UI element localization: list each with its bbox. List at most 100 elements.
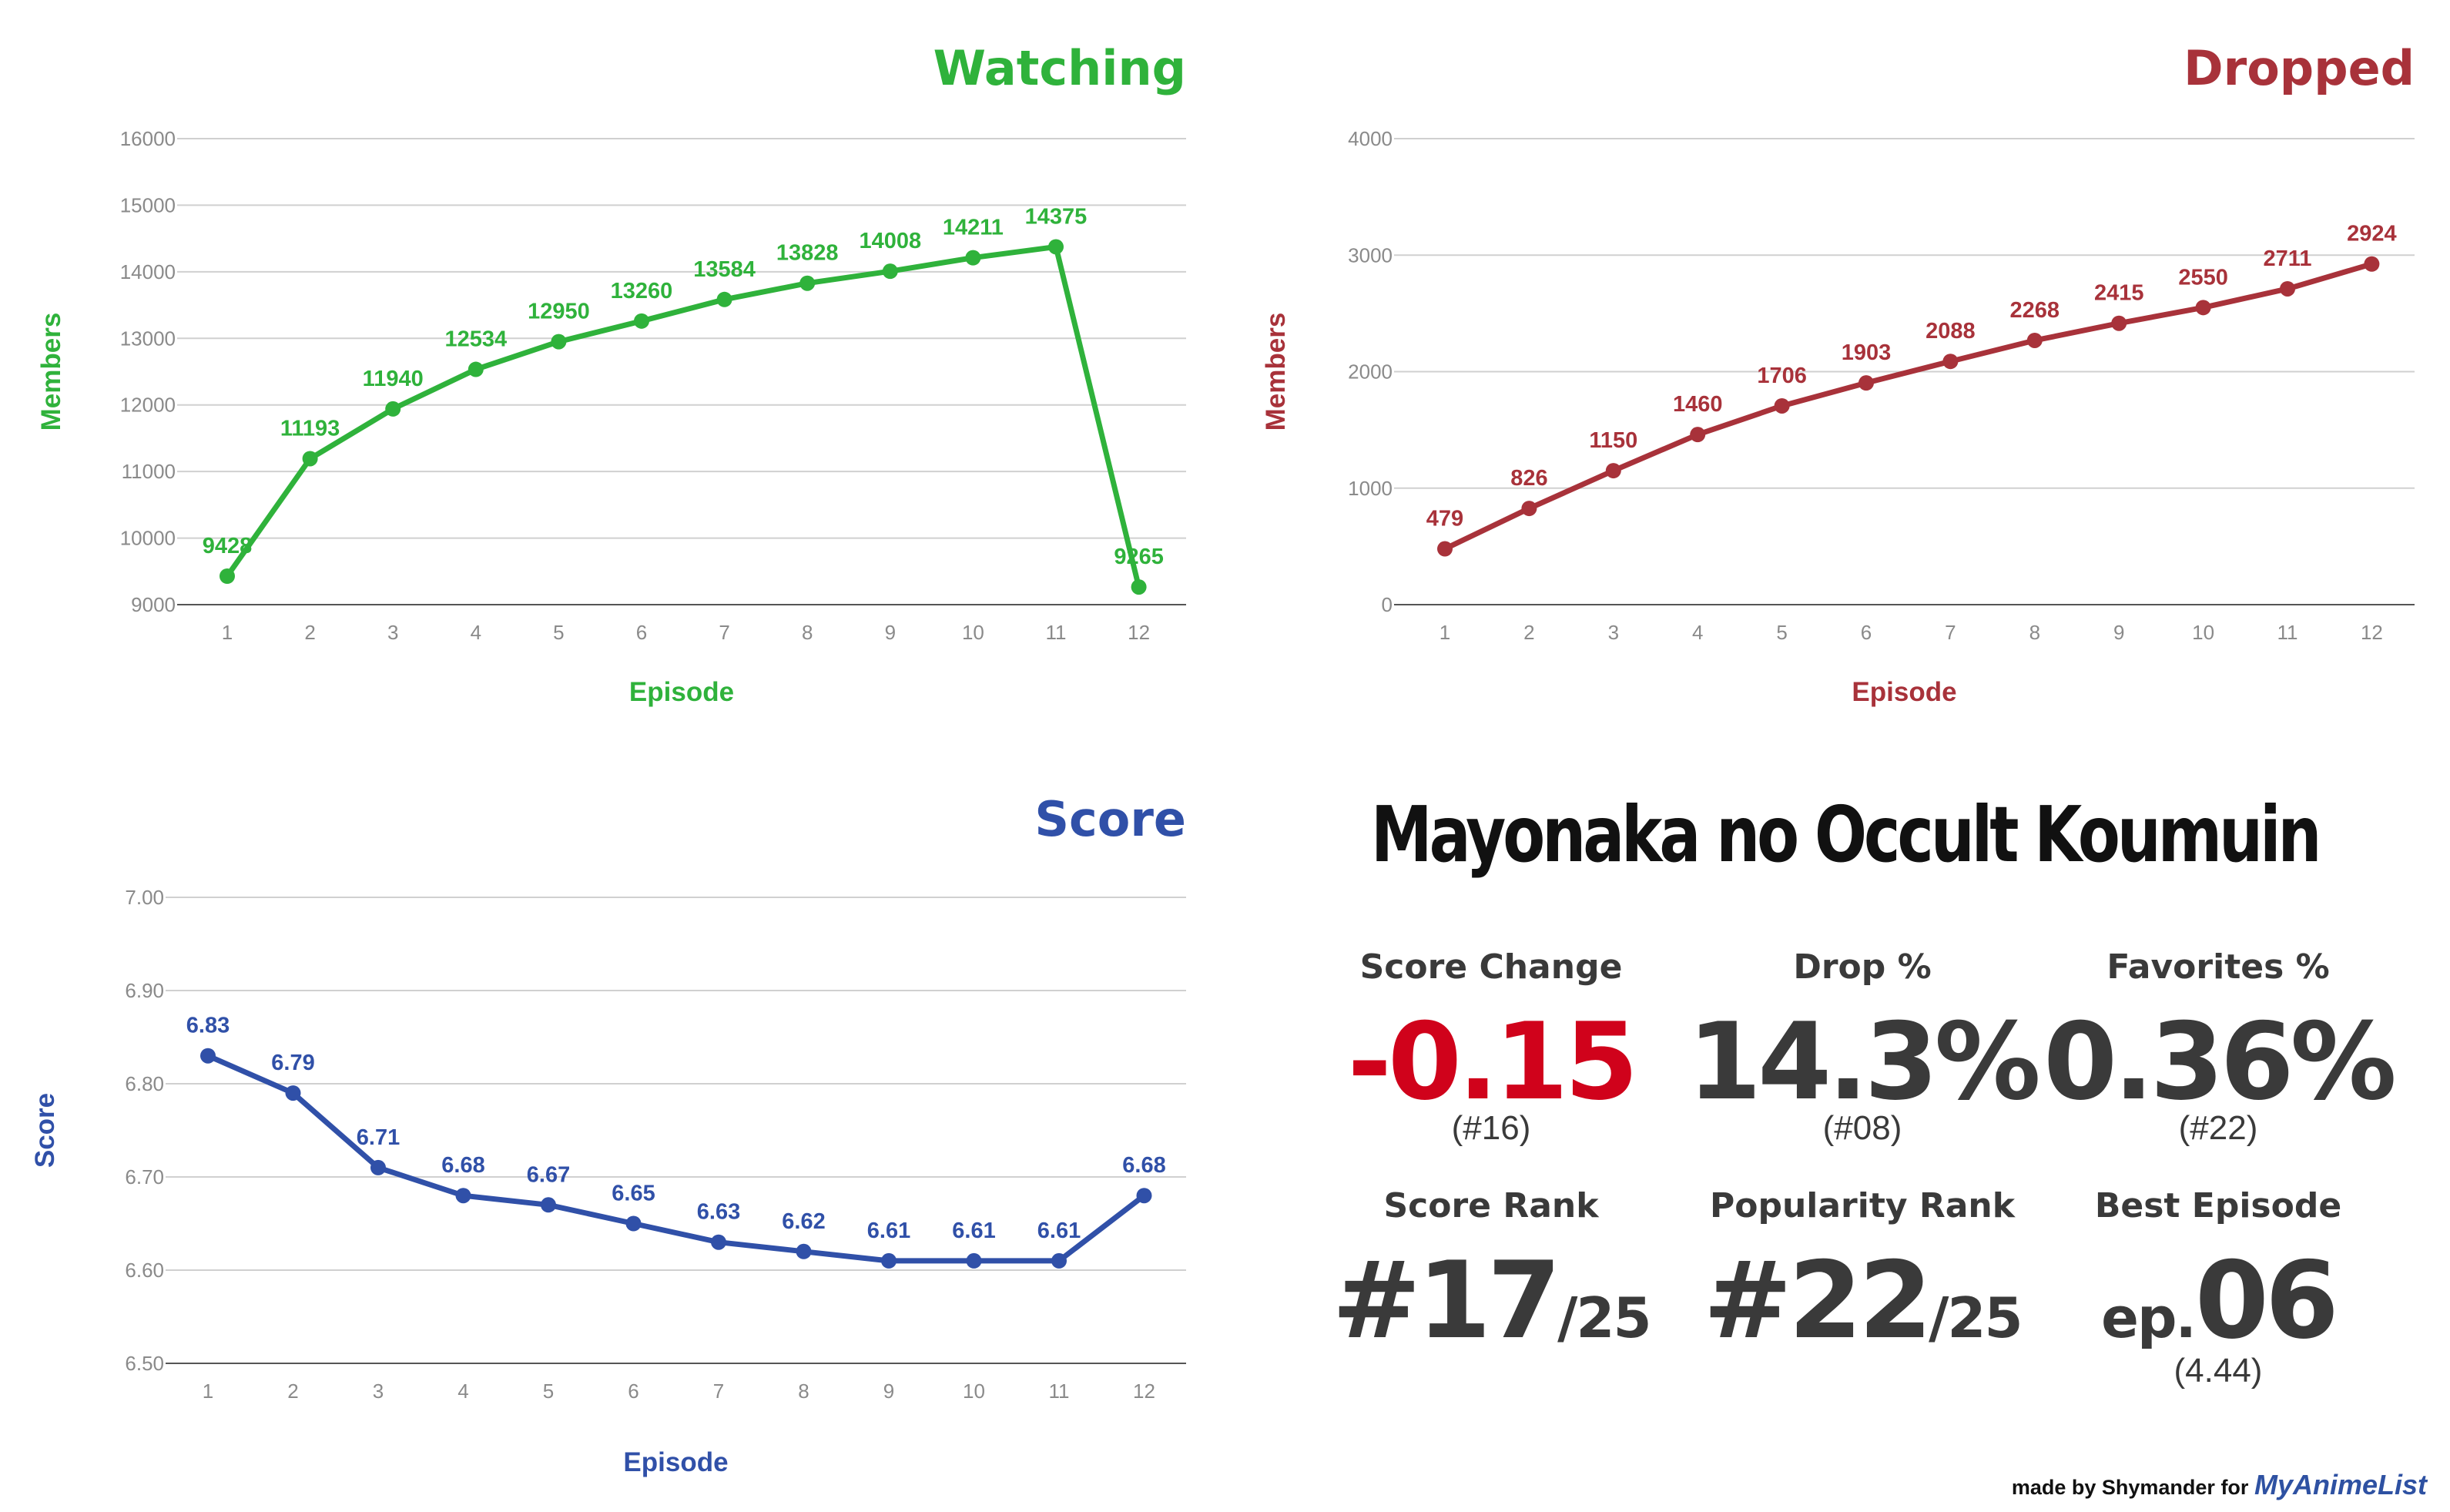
data-label: 1706 <box>1757 364 1807 388</box>
data-point <box>1521 501 1537 517</box>
y-tick-label: 9000 <box>131 593 176 616</box>
y-tick-label: 0 <box>1382 593 1393 616</box>
credit-text: made by Shymander for <box>2011 1476 2249 1499</box>
data-label: 2268 <box>2010 298 2060 323</box>
data-point <box>1942 354 1959 370</box>
show-title: Mayonaka no Occult Koumuin <box>1371 790 2322 880</box>
y-tick-label: 6.90 <box>125 979 164 1002</box>
data-point <box>1690 427 1706 443</box>
data-label: 1903 <box>1842 340 1892 365</box>
best-episode-stat: Best Episode ep.06 (4.44) <box>1972 1186 2450 1410</box>
score-change-label: Score Change <box>1359 947 1623 987</box>
data-label: 1460 <box>1673 392 1723 417</box>
x-tick-label: 7 <box>1945 621 1956 644</box>
x-tick-label: 9 <box>2113 621 2124 644</box>
popularity-rank-total: /25 <box>1929 1286 2023 1350</box>
data-label: 6.65 <box>612 1182 655 1206</box>
data-label: 1150 <box>1589 428 1637 453</box>
score-rank-stat: Score Rank #17/25 <box>1245 1186 1738 1363</box>
x-tick-label: 11 <box>1046 621 1067 644</box>
drop-pct-value: 14.3% <box>1688 1000 2041 1124</box>
data-point <box>716 291 732 307</box>
score-rank-label: Score Rank <box>1383 1186 1599 1225</box>
x-tick-label: 8 <box>2029 621 2040 644</box>
data-point <box>882 263 898 280</box>
data-label: 2415 <box>2094 281 2144 306</box>
data-label: 12534 <box>444 327 507 352</box>
x-tick-label: 2 <box>287 1380 298 1403</box>
x-tick-label: 1 <box>1440 621 1450 644</box>
data-label: 14375 <box>1025 204 1088 229</box>
data-point <box>468 361 484 377</box>
data-point <box>1605 463 1621 479</box>
chart-title: Dropped <box>2184 40 2415 96</box>
data-label: 2550 <box>2178 265 2228 290</box>
best-episode-prefix: ep. <box>2101 1286 2197 1350</box>
data-label: 6.61 <box>952 1219 995 1243</box>
y-tick-label: 14000 <box>120 260 176 283</box>
data-point <box>799 275 816 291</box>
data-label: 14008 <box>859 229 921 253</box>
x-tick-label: 8 <box>798 1380 809 1403</box>
popularity-rank-value: #22 <box>1703 1239 1932 1363</box>
favorites-pct-value: 0.36% <box>2043 1000 2397 1124</box>
data-label: 2711 <box>2264 246 2312 271</box>
data-label: 6.71 <box>357 1125 400 1150</box>
chart-title: Watching <box>933 40 1186 96</box>
x-tick-label: 7 <box>713 1380 724 1403</box>
x-tick-label: 11 <box>2277 621 2298 644</box>
data-point <box>370 1159 386 1175</box>
best-episode-score: (4.44) <box>2173 1352 2263 1390</box>
popularity-rank-stat: Popularity Rank #22/25 <box>1616 1186 2109 1363</box>
data-point <box>966 1252 982 1269</box>
myanimelist-logo: MyAnimeList <box>2254 1469 2427 1500</box>
score-rank-value-line: #17/25 <box>1245 1248 1738 1354</box>
data-label: 6.63 <box>697 1200 740 1225</box>
data-label: 6.62 <box>782 1209 825 1234</box>
y-tick-label: 3000 <box>1348 243 1393 267</box>
data-label: 6.61 <box>1037 1219 1081 1243</box>
data-point <box>1051 1252 1067 1269</box>
data-point <box>711 1234 726 1250</box>
x-tick-label: 3 <box>1608 621 1619 644</box>
chart-title: Score <box>1034 791 1186 847</box>
y-tick-label: 11000 <box>122 460 176 483</box>
x-tick-label: 10 <box>962 621 984 644</box>
favorites-pct-rank: (#22) <box>2178 1109 2258 1147</box>
data-label: 13260 <box>611 279 673 303</box>
watching-chart: 9000 10000 11000 12000 13000 14000 15000 16000 1… <box>36 40 1186 707</box>
x-axis-label: Episode <box>1852 677 1956 707</box>
x-tick-label: 1 <box>203 1380 213 1403</box>
data-point <box>881 1252 897 1269</box>
data-point <box>541 1197 556 1213</box>
y-tick-label: 6.70 <box>125 1165 164 1188</box>
data-point <box>285 1085 301 1101</box>
y-tick-label: 10000 <box>120 527 176 550</box>
best-episode-value: 06 <box>2194 1239 2339 1363</box>
x-tick-label: 4 <box>1692 621 1703 644</box>
best-episode-label: Best Episode <box>2094 1186 2342 1225</box>
data-point <box>1774 397 1790 414</box>
y-axis-label: Members <box>36 313 66 431</box>
data-point <box>1048 239 1064 255</box>
x-tick-label: 2 <box>304 621 315 644</box>
data-label: 6.79 <box>271 1051 314 1075</box>
credit-footer: made by Shymander for MyAnimeList <box>2012 1469 2427 1501</box>
y-axis-label: Score <box>30 1093 60 1168</box>
x-tick-label: 6 <box>628 1380 638 1403</box>
x-tick-label: 12 <box>1128 621 1150 644</box>
y-tick-label: 4000 <box>1348 127 1393 150</box>
x-tick-label: 5 <box>1776 621 1787 644</box>
data-point <box>385 401 401 417</box>
x-tick-label: 6 <box>1861 621 1872 644</box>
data-point <box>220 568 235 585</box>
x-tick-label: 9 <box>883 1380 894 1403</box>
x-tick-label: 4 <box>457 1380 468 1403</box>
data-point <box>2026 332 2043 348</box>
data-label: 479 <box>1426 507 1463 531</box>
data-label: 14211 <box>943 216 1004 240</box>
favorites-pct-label: Favorites % <box>2106 947 2330 987</box>
data-label: 2088 <box>1925 319 1976 344</box>
best-episode-value-line: ep.06 <box>1972 1248 2450 1354</box>
